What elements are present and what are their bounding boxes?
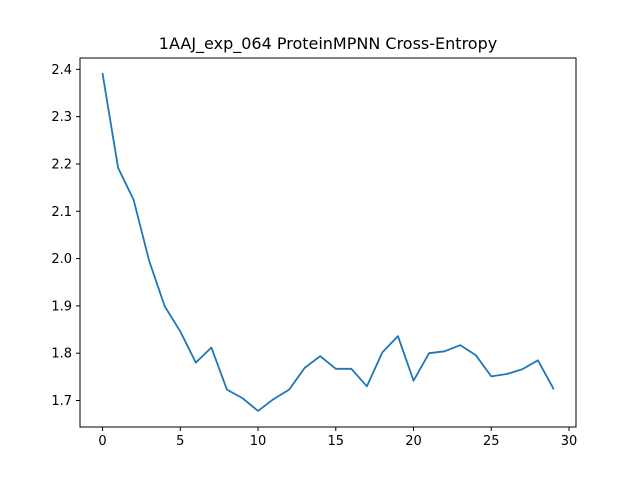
y-tick-label: 2.1 (51, 205, 72, 220)
y-tick-label: 1.8 (51, 347, 72, 362)
y-tick-label: 2.4 (51, 63, 72, 78)
x-tick-label: 25 (483, 434, 500, 449)
axes: 0 5 10 15 20 25 30 1.7 1.8 1.9 2.0 2.1 2.2 2.3 2.4 (51, 63, 577, 449)
x-tick-label: 20 (405, 434, 422, 449)
y-tick-label: 2.3 (51, 110, 72, 125)
plot-area (101, 72, 555, 412)
x-tick-label: 15 (328, 434, 345, 449)
x-tick-label: 0 (98, 434, 106, 449)
y-tick-label: 2.2 (51, 157, 72, 172)
chart-title: 1AAJ_exp_064 ProteinMPNN Cross-Entropy (159, 34, 497, 54)
series-line (101, 72, 555, 412)
x-tick-label: 5 (176, 434, 184, 449)
axes-frame (79, 57, 577, 428)
y-tick-label: 2.0 (51, 252, 72, 267)
x-tick-label: 30 (561, 434, 578, 449)
x-tick-label: 10 (250, 434, 267, 449)
y-tick-label: 1.9 (51, 299, 72, 314)
y-tick-label: 1.7 (51, 394, 72, 409)
